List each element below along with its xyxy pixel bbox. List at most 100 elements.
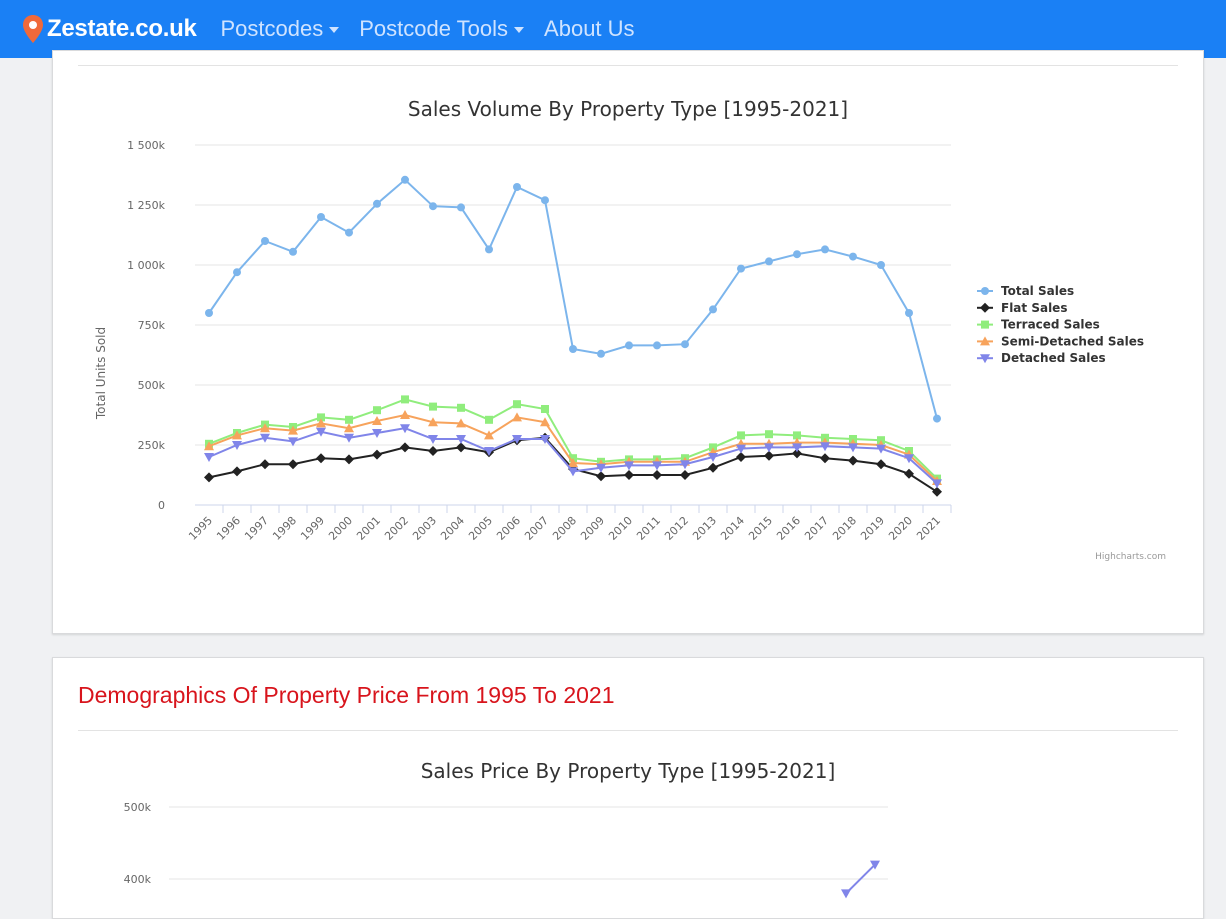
legend-item[interactable]: Semi-Detached Sales (977, 334, 1144, 348)
data-point (428, 417, 438, 427)
data-point (876, 444, 886, 454)
y-tick-label: 250k (138, 439, 166, 452)
x-tick-label: 1998 (270, 514, 299, 543)
data-point (485, 415, 493, 424)
data-point (400, 410, 410, 419)
data-point (344, 433, 354, 443)
sales-volume-card: Sales Volume By Property Type [1995-2021… (52, 50, 1204, 634)
x-tick-label: 2015 (746, 514, 775, 543)
legend-item[interactable]: Detached Sales (977, 351, 1106, 365)
legend-symbol (981, 320, 989, 329)
data-point (597, 349, 605, 358)
nav-about-us-label: About Us (544, 16, 635, 41)
data-point (792, 443, 802, 453)
data-point (512, 412, 522, 422)
data-point (765, 257, 773, 266)
y-tick-label: 750k (138, 319, 166, 332)
data-point (457, 203, 465, 212)
nav-postcode-tools[interactable]: Postcode Tools (359, 16, 525, 42)
data-point (317, 413, 325, 422)
y-tick-label: 500k (138, 379, 166, 392)
data-point (540, 435, 550, 444)
x-tick-label: 2008 (550, 514, 579, 543)
data-point (345, 228, 353, 237)
x-tick-label: 2018 (830, 514, 859, 543)
y-tick-label: 1 500k (127, 139, 165, 152)
series-group (204, 424, 942, 489)
chevron-down-icon (329, 27, 340, 33)
x-tick-label: 1996 (214, 514, 243, 543)
data-point (708, 462, 718, 473)
legend-item[interactable]: Total Sales (977, 284, 1074, 298)
data-point (708, 453, 718, 462)
data-point (288, 425, 298, 435)
section-title: Demographics Of Property Price From 1995… (78, 682, 615, 708)
divider (78, 65, 1178, 66)
data-point (764, 450, 774, 461)
data-point (568, 458, 578, 467)
data-point (484, 430, 494, 440)
data-point (457, 403, 465, 412)
y-tick-label: 1 000k (127, 259, 165, 272)
data-point (793, 431, 801, 440)
x-tick-label: 2000 (326, 514, 355, 543)
nav-postcodes-label: Postcodes (220, 16, 324, 41)
data-point (709, 305, 717, 314)
data-point (513, 183, 521, 191)
data-point (261, 237, 269, 245)
x-tick-label: 2020 (886, 514, 915, 543)
data-point (456, 442, 466, 453)
x-tick-label: 1995 (186, 514, 215, 543)
nav-about-us[interactable]: About Us (544, 16, 635, 42)
y-tick-label: 1 250k (127, 199, 165, 212)
x-tick-label: 2019 (858, 514, 887, 543)
legend-symbol (980, 336, 990, 346)
data-point (652, 470, 662, 480)
data-point (932, 479, 942, 489)
chart-credits[interactable]: Highcharts.com (1095, 552, 1166, 562)
brand-link[interactable]: Zestate.co.uk (22, 14, 197, 44)
data-point (400, 442, 410, 453)
data-point (456, 435, 466, 444)
legend-symbol (980, 354, 990, 364)
navbar: Zestate.co.uk Postcodes Postcode Tools A… (0, 0, 1226, 58)
x-tick-label: 2017 (802, 514, 831, 543)
sales-price-chart: Sales Price By Property Type [1995-2021]… (124, 759, 888, 899)
data-point (540, 417, 550, 427)
data-point (736, 444, 746, 454)
data-point (204, 453, 214, 462)
data-point (344, 454, 354, 465)
data-point (429, 402, 437, 411)
legend-item[interactable]: Terraced Sales (977, 318, 1100, 332)
data-point (372, 429, 382, 438)
legend-label: Semi-Detached Sales (1001, 334, 1144, 348)
x-tick-label: 2009 (578, 514, 607, 543)
data-point (204, 441, 214, 451)
data-point (792, 448, 802, 459)
data-point (316, 427, 326, 437)
nav-postcodes[interactable]: Postcodes (221, 16, 340, 42)
chart-title: Sales Volume By Property Type [1995-2021… (408, 97, 848, 121)
data-point (316, 418, 326, 428)
legend-item[interactable]: Flat Sales (977, 301, 1067, 315)
data-point (596, 463, 606, 473)
y-axis-label: Total Units Sold (94, 327, 108, 420)
legend-label: Detached Sales (1001, 351, 1106, 365)
x-tick-label: 2016 (774, 514, 803, 543)
x-tick-label: 2014 (718, 514, 747, 543)
data-point (904, 454, 914, 464)
x-tick-label: 2010 (606, 514, 635, 543)
data-point (848, 455, 858, 466)
x-tick-label: 2003 (410, 514, 439, 543)
data-point (680, 460, 690, 470)
data-point (373, 406, 381, 415)
data-point (653, 341, 661, 350)
data-point (737, 264, 745, 273)
data-point (820, 442, 830, 452)
series-line (845, 863, 876, 895)
data-point (260, 433, 270, 443)
data-point (764, 443, 774, 453)
x-tick-label: 2005 (466, 514, 495, 543)
data-point (569, 345, 577, 353)
data-point (652, 461, 662, 471)
